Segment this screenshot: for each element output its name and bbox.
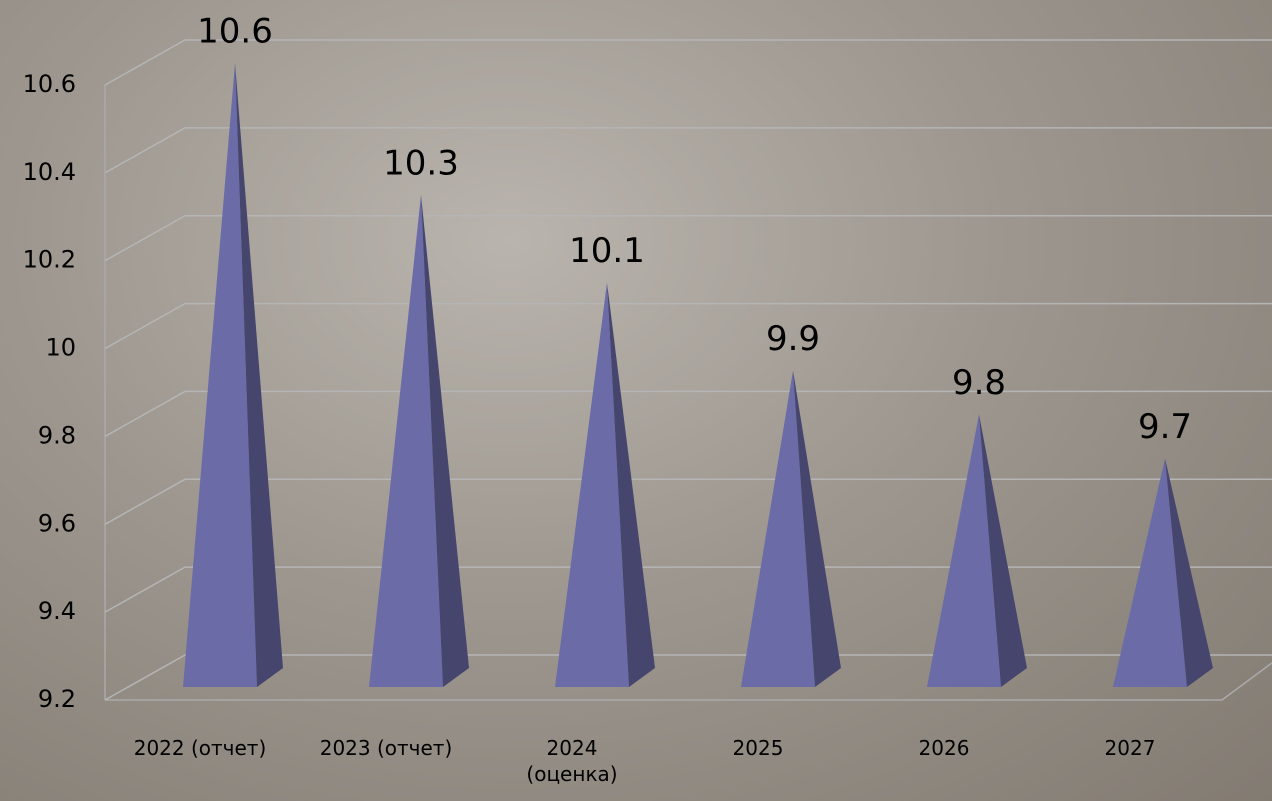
value-label: 10.3 [383, 143, 459, 183]
grid-line [104, 127, 1272, 174]
x-tick-label: 2026 [918, 736, 970, 760]
pyramid-side [235, 63, 283, 687]
grid-line [104, 566, 1272, 613]
pyramid [183, 63, 283, 687]
grid-line [104, 390, 1272, 438]
x-tick-label: 2023 (отчет) [319, 736, 453, 760]
y-tick-label: 10.6 [23, 70, 76, 98]
pyramid-side [607, 282, 655, 687]
pyramid-front [555, 282, 629, 687]
grid-line [104, 654, 1272, 701]
x-tick-label: 2022 (отчет) [133, 736, 267, 760]
y-tick-label: 9.2 [38, 685, 76, 713]
pyramid-side [1165, 458, 1213, 687]
y-tick-label: 10 [45, 334, 76, 362]
value-label: 10.1 [569, 231, 645, 271]
x-tick-label: 2024 (оценка) [526, 736, 618, 786]
y-tick-label: 9.8 [38, 421, 76, 449]
pyramid-side [421, 194, 469, 688]
grid-line [104, 39, 1272, 86]
x-tick-label: 2025 [732, 736, 784, 760]
value-label: 10.6 [197, 12, 273, 52]
pyramid [927, 414, 1027, 687]
pyramid-side [979, 414, 1027, 687]
value-label: 9.9 [766, 319, 820, 359]
value-label: 9.7 [1138, 407, 1192, 447]
x-tick-label: 2027 [1104, 736, 1156, 760]
pyramid [369, 194, 469, 688]
grid-line [104, 478, 1272, 525]
pyramid [555, 282, 655, 687]
y-tick-label: 10.4 [23, 158, 76, 186]
pyramid-side [793, 370, 841, 687]
value-label: 9.8 [952, 363, 1006, 403]
floor-edge [105, 662, 1272, 701]
y-tick-label: 9.6 [38, 509, 76, 537]
pyramid-front [1113, 458, 1187, 687]
pyramid-front [183, 63, 257, 687]
grid-line [104, 302, 1272, 350]
y-tick-label: 9.4 [38, 597, 76, 625]
grid-line [104, 214, 1272, 262]
pyramid [741, 370, 841, 687]
pyramid [1113, 458, 1213, 687]
pyramid-front [927, 414, 1001, 687]
pyramid-front [369, 194, 443, 688]
y-tick-label: 10.2 [23, 246, 76, 274]
pyramid-front [741, 370, 815, 687]
